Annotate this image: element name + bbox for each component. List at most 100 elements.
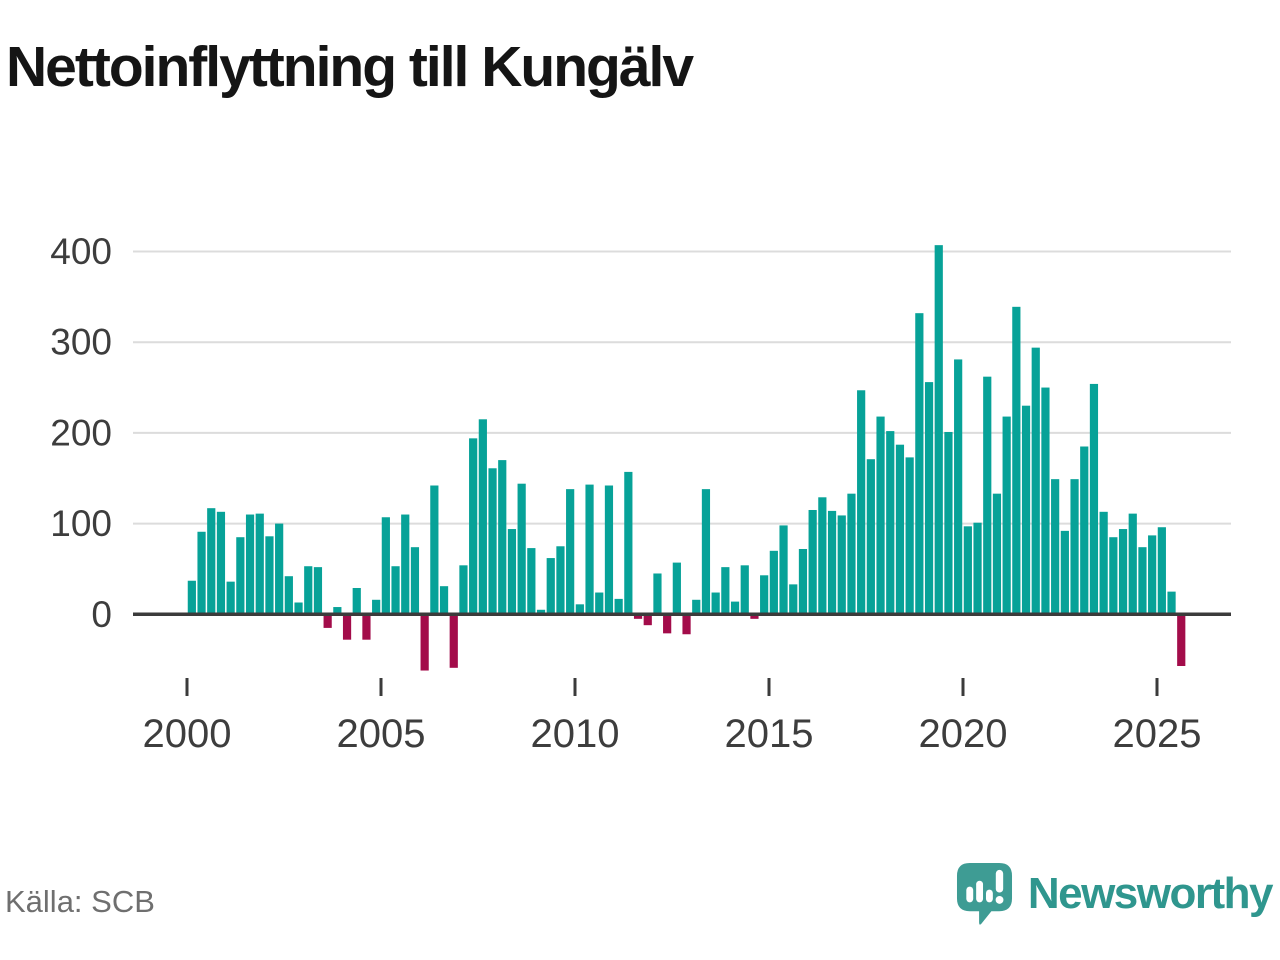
bar-2016-Q2 [818, 497, 827, 615]
bar-2015-Q3 [789, 584, 798, 615]
bar-2012-Q2 [663, 614, 672, 634]
bar-2016-Q4 [837, 515, 846, 615]
chart-title: Nettoinflyttning till Kungälv [6, 35, 694, 99]
bar-2016-Q1 [808, 509, 817, 615]
bar-2021-Q4 [1031, 347, 1040, 615]
y-axis-label: 400 [50, 231, 112, 272]
bar-2023-Q3 [1099, 511, 1108, 615]
bar-2010-Q4 [604, 485, 614, 615]
bar-2014-Q2 [740, 565, 749, 615]
bar-2003-Q1 [304, 566, 313, 615]
bar-2015-Q2 [779, 525, 788, 615]
bar-2025-Q2 [1167, 591, 1176, 615]
bar-2008-Q2 [507, 529, 517, 615]
bar-2008-Q3 [517, 483, 526, 615]
bar-2014-Q4 [760, 575, 769, 615]
exclamation-bar [995, 869, 1004, 893]
bar-2010-Q2 [585, 484, 594, 615]
bar-2012-Q1 [653, 573, 662, 615]
bar-2023-Q4 [1109, 537, 1118, 615]
bar-2018-Q4 [915, 313, 924, 615]
bar-2019-Q4 [954, 359, 963, 615]
bar-2009-Q2 [546, 558, 555, 615]
bar-2004-Q2 [352, 587, 361, 615]
bar-2006-Q2 [430, 485, 439, 615]
bar-2012-Q4 [682, 614, 691, 635]
bar-2020-Q3 [983, 376, 992, 615]
bar-2007-Q1 [459, 565, 468, 615]
bar-2004-Q4 [372, 599, 381, 615]
bar-2005-Q1 [381, 517, 390, 615]
bar-2001-Q3 [245, 514, 255, 615]
bar-2013-Q2 [701, 489, 711, 615]
bar-2017-Q4 [876, 416, 885, 615]
bar-2005-Q3 [401, 514, 410, 615]
speech-bubble-shape [956, 863, 1012, 925]
exclamation-dot [995, 895, 1004, 904]
bar-2019-Q2 [934, 245, 943, 615]
bar-2015-Q1 [769, 550, 778, 615]
bar-2023-Q2 [1089, 383, 1099, 615]
bar-2010-Q3 [595, 592, 604, 615]
bar-2007-Q2 [469, 438, 478, 615]
bar-2008-Q4 [527, 548, 536, 615]
bar-2011-Q3 [633, 614, 643, 619]
y-axis-label: 300 [50, 322, 112, 363]
bar-2000-Q2 [197, 531, 206, 615]
newsworthy-wordmark: Newsworthy [1027, 869, 1274, 918]
bar-2019-Q1 [924, 382, 934, 615]
bar-2012-Q3 [672, 562, 681, 615]
bar-2007-Q4 [488, 468, 497, 615]
y-axis-label: 200 [50, 412, 112, 453]
bar-2001-Q1 [226, 581, 235, 615]
bar-2015-Q4 [798, 548, 808, 615]
bar-2006-Q3 [439, 586, 449, 615]
bar-2002-Q2 [275, 523, 284, 615]
bar-2013-Q1 [692, 599, 701, 615]
bar-2013-Q4 [721, 567, 730, 615]
bar-2004-Q3 [362, 614, 371, 640]
bar-2003-Q3 [323, 614, 332, 628]
bar-2005-Q2 [391, 566, 400, 615]
bar-2020-Q1 [963, 526, 972, 615]
y-axis-label: 0 [91, 594, 112, 635]
bar-2002-Q3 [284, 576, 293, 615]
bar-2011-Q1 [614, 598, 623, 615]
bar-2011-Q2 [624, 471, 633, 615]
bar-2006-Q1 [420, 614, 429, 671]
bar-2009-Q3 [556, 546, 565, 615]
bar-2022-Q3 [1060, 530, 1069, 615]
bar-2020-Q4 [992, 493, 1002, 615]
bar-2003-Q2 [313, 567, 323, 615]
bar-2019-Q3 [944, 431, 953, 615]
bar-2011-Q4 [643, 614, 652, 626]
bar-2025-Q1 [1157, 527, 1166, 615]
bar-2000-Q4 [216, 511, 226, 615]
bar-2003-Q4 [333, 607, 342, 615]
bar-2018-Q3 [905, 457, 914, 615]
bar-2021-Q2 [1012, 306, 1021, 615]
bar-2023-Q1 [1080, 446, 1089, 615]
bar-2013-Q3 [711, 592, 720, 615]
bar-2024-Q2 [1128, 513, 1137, 615]
bar-2020-Q2 [973, 522, 982, 615]
bar-2018-Q1 [886, 431, 895, 615]
bar-2024-Q4 [1148, 535, 1157, 615]
bar-2002-Q4 [294, 602, 303, 615]
source-label: Källa: SCB [5, 884, 155, 919]
bar-2005-Q4 [410, 547, 420, 615]
bar-2001-Q4 [255, 513, 264, 615]
bar-2022-Q4 [1070, 479, 1079, 615]
newsworthy-logo-icon [956, 863, 1012, 925]
bar-2021-Q1 [1002, 416, 1011, 615]
bar-2014-Q3 [750, 614, 759, 619]
bar-2010-Q1 [575, 604, 584, 615]
x-axis-label: 2020 [919, 712, 1008, 756]
bar-2009-Q1 [536, 609, 546, 615]
bar-2000-Q3 [207, 508, 216, 615]
bar-2024-Q3 [1138, 547, 1147, 615]
mini-bar-1 [966, 886, 974, 903]
bar-2006-Q4 [449, 614, 458, 668]
bar-2001-Q2 [236, 537, 245, 615]
bar-2021-Q3 [1021, 405, 1031, 615]
